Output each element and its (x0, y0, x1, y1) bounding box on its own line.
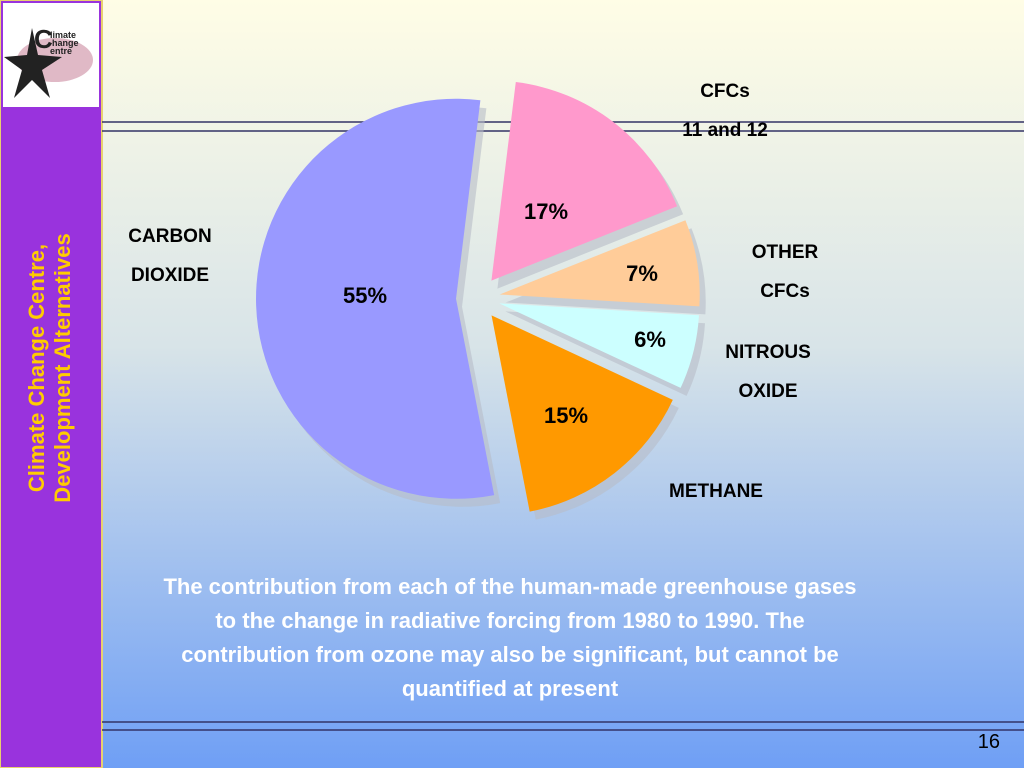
pie-slice (491, 82, 678, 281)
caption: to the change in radiative forcing from … (215, 608, 804, 633)
sidebar (0, 0, 103, 768)
category-label: CFCs (700, 81, 750, 102)
caption: contribution from ozone may also be sign… (181, 642, 839, 667)
value-label: 6% (634, 327, 666, 352)
pie-slice (499, 220, 700, 307)
value-label: 15% (544, 403, 588, 428)
pie-slice (499, 303, 699, 388)
sidebar-title: Climate Change Centre, Development Alter… (24, 233, 75, 502)
category-label: 11 and 12 (682, 120, 768, 141)
value-label: 17% (524, 199, 568, 224)
logo-initial: C (34, 24, 53, 54)
category-label: DIOXIDE (131, 265, 209, 286)
logo-star (4, 28, 62, 98)
sidebar-line: Climate Change Centre, (24, 244, 49, 492)
caption: quantified at present (402, 676, 619, 701)
category-label: OXIDE (738, 381, 797, 402)
pie-chart: 17% 7% 6% 15% 55% CFCs 11 and 12 OTHER CFCs NITRO… (128, 81, 819, 520)
logo-text: limate (50, 30, 76, 40)
page-number: 16 (978, 731, 1000, 753)
logo-text: entre (50, 46, 72, 56)
caption: The contribution from each of the human-… (163, 574, 856, 599)
value-label: 7% (626, 261, 658, 286)
value-label: 55% (343, 283, 387, 308)
pie-slice (491, 315, 673, 512)
category-label: NITROUS (725, 342, 811, 363)
category-label: CARBON (128, 226, 211, 247)
category-label: CFCs (760, 281, 810, 302)
pie-slice (256, 98, 495, 499)
logo-text: hange (52, 38, 79, 48)
category-label: OTHER (752, 242, 819, 263)
category-label: METHANE (669, 481, 763, 502)
sidebar-line: Development Alternatives (50, 233, 75, 502)
